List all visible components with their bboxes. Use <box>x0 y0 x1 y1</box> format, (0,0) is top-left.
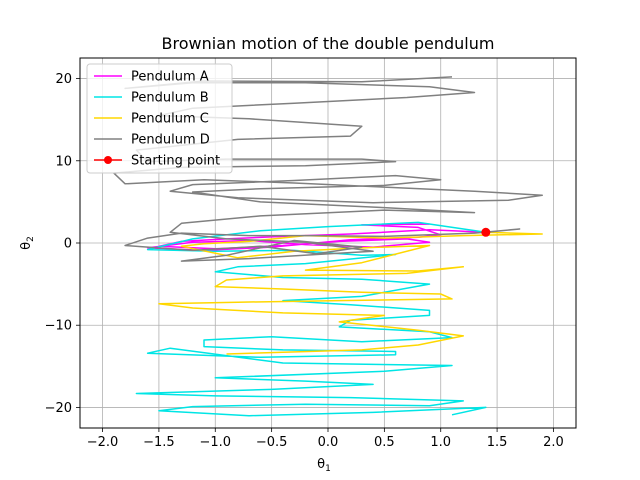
x-tick-label: −0.5 <box>256 435 288 450</box>
x-ticks: −2.0 −1.5 −1.0 −0.5 0.0 0.5 1.0 1.5 2.0 <box>87 428 564 450</box>
x-axis-label-main: θ <box>317 457 325 472</box>
legend-box <box>86 63 233 174</box>
x-tick-label: 1.0 <box>430 435 451 450</box>
pendulum-c-line <box>158 231 543 355</box>
y-ticks: −20 −10 0 10 20 <box>45 72 80 416</box>
x-tick-label: 0.5 <box>374 435 395 450</box>
legend-label-pendulum-c: Pendulum C <box>131 112 209 127</box>
y-tick-label: 0 <box>64 237 72 252</box>
x-tick-label: −1.5 <box>143 435 175 450</box>
pendulum-b-line <box>135 221 487 417</box>
x-tick-label: −1.0 <box>199 435 231 450</box>
chart-title: Brownian motion of the double pendulum <box>162 34 495 53</box>
legend-label-pendulum-a: Pendulum A <box>131 70 209 85</box>
y-tick-label: 20 <box>55 72 72 87</box>
y-axis-label-main: θ <box>19 242 34 250</box>
legend-label-starting-point: Starting point <box>131 154 220 169</box>
y-tick-label: −10 <box>45 319 72 334</box>
y-tick-label: −20 <box>45 401 72 416</box>
x-tick-label: −2.0 <box>87 435 119 450</box>
legend: Pendulum A Pendulum B Pendulum C Pendulum D… <box>86 63 233 174</box>
starting-point-marker <box>481 227 491 237</box>
y-axis-label-sub: 2 <box>26 236 36 242</box>
x-tick-label: 0.0 <box>318 435 339 450</box>
x-tick-label: 1.5 <box>487 435 508 450</box>
x-axis-label-sub: 1 <box>325 464 331 474</box>
legend-label-pendulum-d: Pendulum D <box>131 133 210 148</box>
legend-label-pendulum-b: Pendulum B <box>131 91 209 106</box>
legend-marker-starting-point <box>104 156 112 164</box>
x-axis-label: θ1 <box>317 457 331 474</box>
y-axis-label: θ2 <box>19 236 36 250</box>
y-tick-label: 10 <box>55 154 72 169</box>
x-tick-label: 2.0 <box>543 435 564 450</box>
